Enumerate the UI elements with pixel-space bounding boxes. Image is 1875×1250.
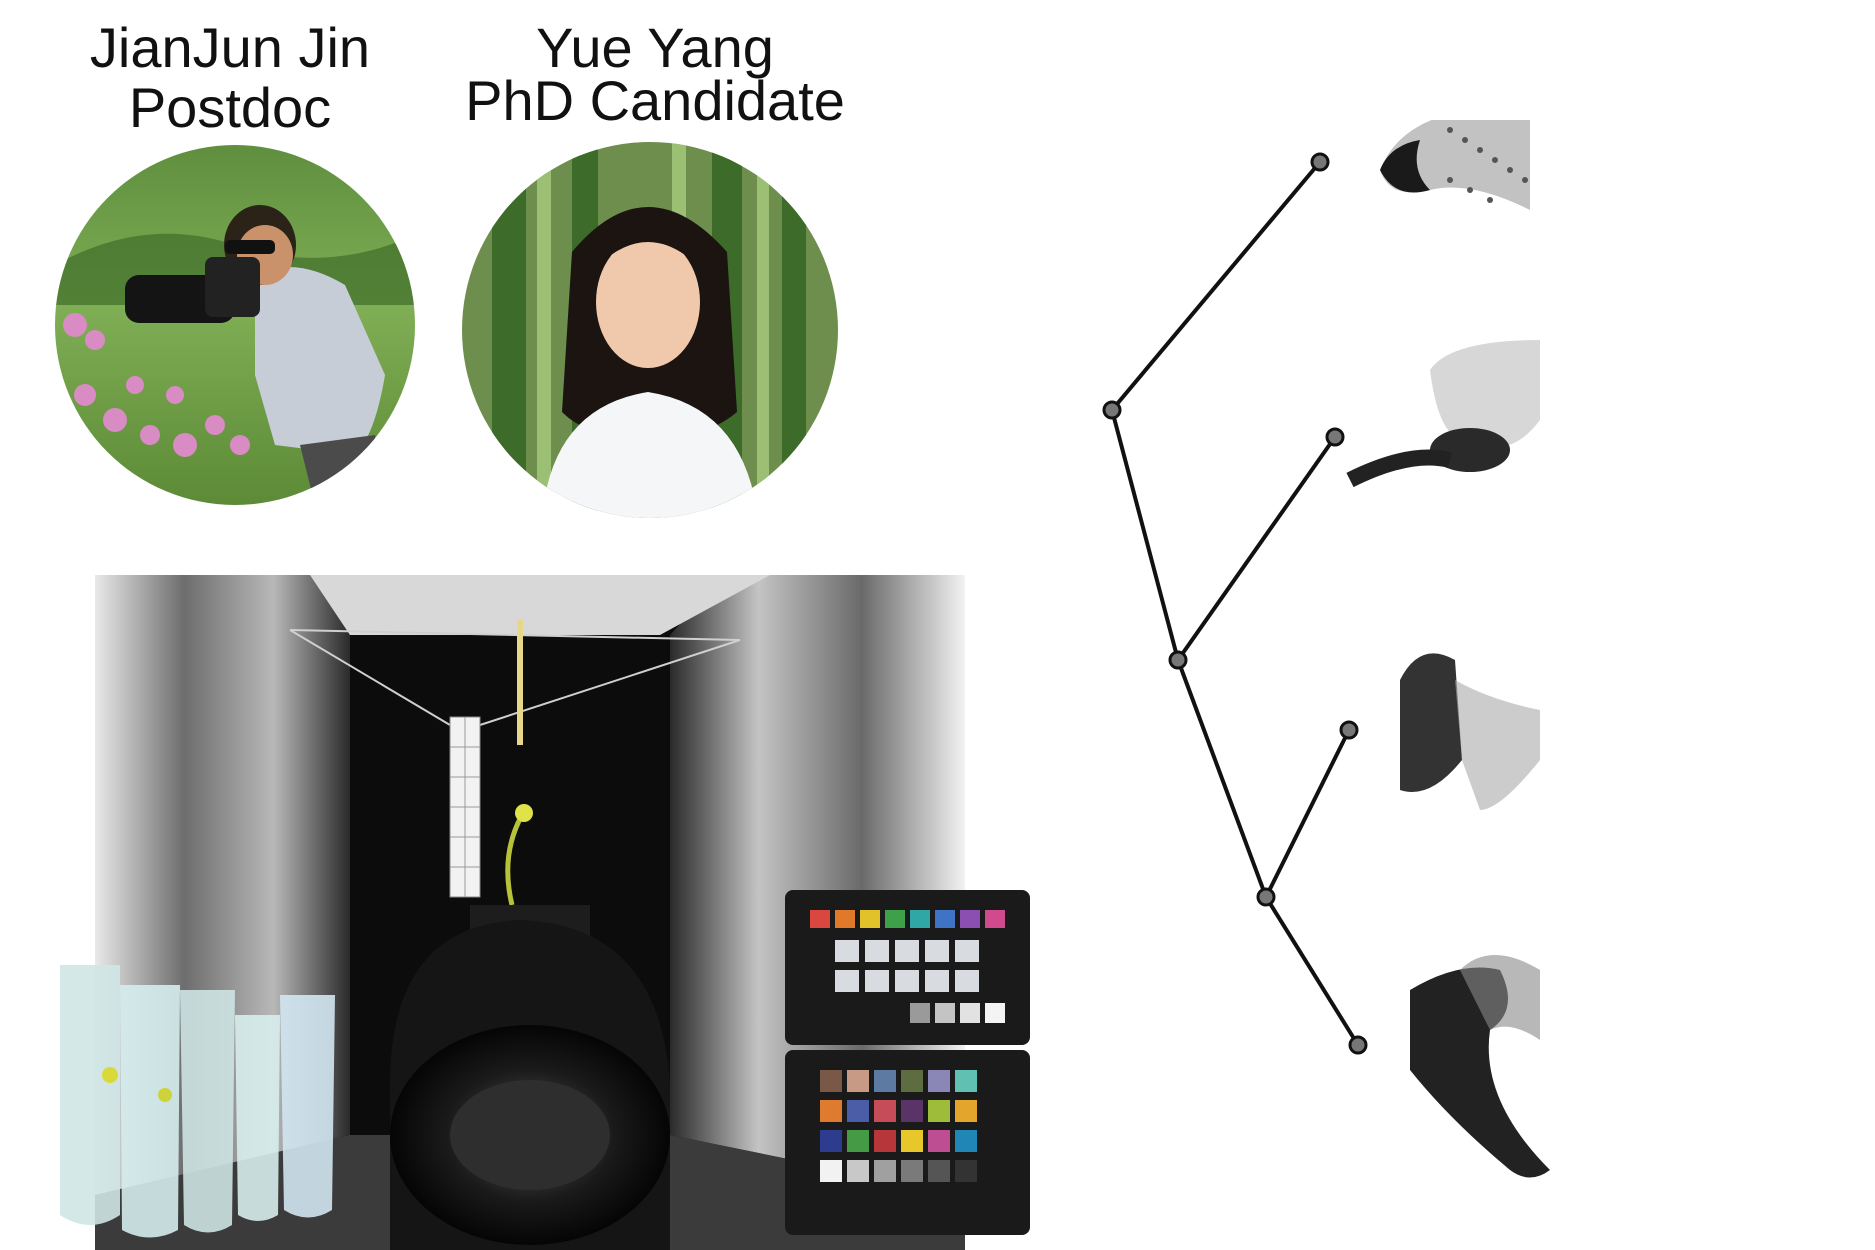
point-cloud-shape-3: [1400, 653, 1540, 810]
point-cloud-shape-1: [1380, 120, 1530, 210]
point-cloud-shape-4: [1410, 955, 1550, 1178]
imaging-setup-photo: [60, 575, 1040, 1250]
phylogenetic-tree: [1102, 120, 1550, 1178]
tree-node-root: [1102, 400, 1122, 420]
tree-branches: [1110, 160, 1360, 1047]
tree-tip-1: [1310, 152, 1330, 172]
person-2-role: PhD Candidate: [465, 69, 845, 132]
tree-node-internal-1: [1168, 650, 1188, 670]
tree-tip-4: [1348, 1035, 1368, 1055]
person-1-name: JianJun Jin: [89, 16, 371, 79]
tree-tip-3: [1339, 720, 1359, 740]
portrait-yue-yang: [462, 142, 838, 518]
point-cloud-shape-2: [1346, 340, 1540, 488]
tree-tip-2: [1325, 427, 1345, 447]
person-2-name: Yue Yang: [536, 16, 774, 79]
tree-node-internal-2: [1256, 887, 1276, 907]
portrait-jianjun-jin: [55, 145, 415, 505]
person-1-role: Postdoc: [128, 76, 332, 139]
